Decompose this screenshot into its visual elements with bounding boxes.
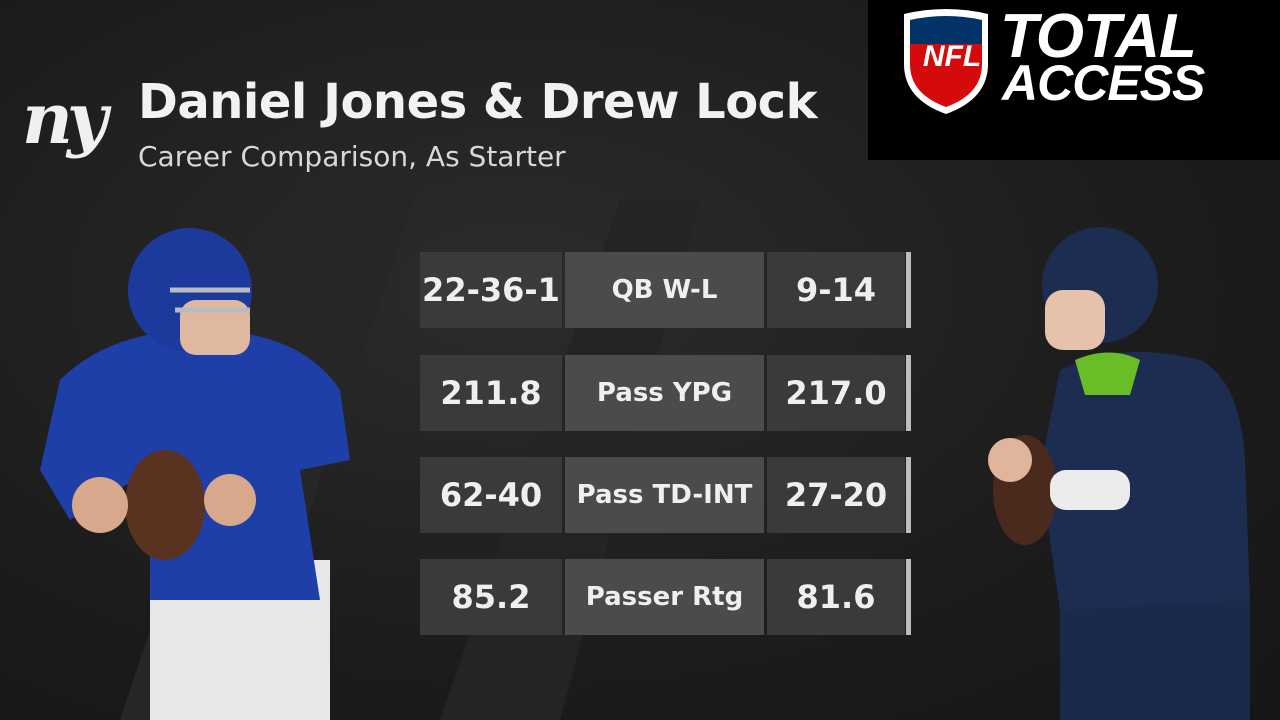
row-edge [906,252,911,328]
brand-line: TOTAL [1000,2,1197,71]
left-player-stat: 22-36-1 [420,252,562,328]
table-row: 62-40 Pass TD-INT 27-20 [420,457,911,533]
row-edge [906,355,911,431]
table-row: 85.2 Passer Rtg 81.6 [420,559,911,635]
table-row: 211.8 Pass YPG 217.0 [420,355,911,431]
stat-label: Passer Rtg [565,559,764,635]
right-player-stat: 217.0 [767,355,905,431]
row-edge [906,559,911,635]
left-player-stat: 85.2 [420,559,562,635]
subtitle: Career Comparison, As Starter [138,140,566,173]
stat-label: Pass TD-INT [565,457,764,533]
brand-line: ACCESS [1002,55,1205,111]
show-brand: NFL TOTAL ACCESS [868,0,1280,160]
left-player-stat: 211.8 [420,355,562,431]
player-left [40,228,350,720]
left-player-stat: 62-40 [420,457,562,533]
right-player-stat: 9-14 [767,252,905,328]
table-row: 22-36-1 QB W-L 9-14 [420,252,911,328]
nfl-shield [904,9,988,114]
team-logo: ny [22,77,108,160]
stat-label: Pass YPG [565,355,764,431]
row-edge [906,457,911,533]
player-right [988,227,1250,720]
stat-label: QB W-L [565,252,764,328]
right-player-stat: 27-20 [767,457,905,533]
title: Daniel Jones & Drew Lock [138,74,818,130]
nfl-shield-text: NFL [922,40,982,73]
right-player-stat: 81.6 [767,559,905,635]
